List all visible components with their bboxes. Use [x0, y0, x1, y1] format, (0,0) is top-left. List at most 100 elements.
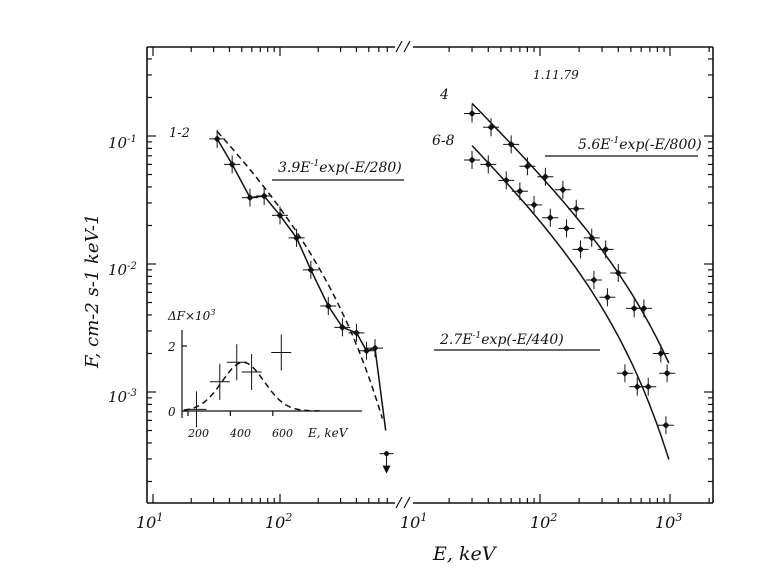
data-point — [348, 323, 365, 342]
plot-frame — [146, 40, 714, 509]
data-point — [659, 364, 676, 383]
data-point-marker — [516, 187, 524, 195]
fit-label-1-2: 3.9E-1exp(-E/280) — [272, 159, 404, 181]
data-point — [597, 240, 614, 259]
data-point-marker — [662, 421, 670, 429]
data-point — [241, 188, 258, 207]
data-point-marker — [502, 176, 510, 184]
data-point-marker — [363, 347, 371, 355]
data-point-marker — [590, 276, 598, 284]
axis-break-top — [395, 40, 411, 53]
inset-marks — [181, 330, 362, 428]
data-point — [583, 228, 600, 247]
series-label: 1-2 — [169, 126, 190, 141]
data-point — [558, 219, 575, 238]
data-point-marker — [559, 186, 567, 194]
data-point-marker — [293, 234, 301, 242]
data-point — [367, 339, 384, 358]
fit-curves — [216, 102, 670, 460]
upper-limit-point — [379, 451, 394, 474]
inset-x-tick-label: 600 — [272, 427, 293, 440]
data-point — [464, 150, 481, 169]
inset-y-tick-label: 0 — [168, 405, 176, 419]
series-label: 4 — [439, 87, 449, 103]
data-point-marker — [468, 109, 476, 117]
data-point — [519, 157, 536, 176]
data-point-marker — [228, 160, 236, 168]
data-point-marker — [352, 329, 360, 337]
data-point-marker — [603, 293, 611, 301]
fit-curve-6-8 — [471, 145, 670, 460]
data-point — [498, 171, 515, 190]
data-point-marker — [621, 369, 629, 377]
data-point — [224, 155, 241, 174]
data-point-marker — [577, 245, 585, 253]
svg-text:5.6E-1exp(-E/800): 5.6E-1exp(-E/800) — [578, 136, 702, 153]
data-point — [272, 206, 288, 225]
data-point — [334, 318, 351, 337]
data-point — [542, 208, 559, 227]
x-tick-label: 102 — [530, 511, 557, 532]
inset-data-point — [209, 363, 230, 400]
data-point — [483, 118, 500, 137]
data-point — [572, 240, 589, 259]
x-tick-label: 101 — [136, 511, 163, 532]
inset-x-tick-label: 400 — [229, 427, 251, 440]
data-point-marker — [633, 383, 641, 391]
data-point-marker — [530, 201, 538, 209]
inset: ΔF×103 E, keV 0 2 200 400 600 — [167, 308, 362, 440]
data-point-marker — [507, 140, 515, 148]
data-point-marker — [484, 160, 492, 168]
data-point-marker — [663, 369, 671, 377]
inset-x-tick-label: 200 — [187, 427, 209, 440]
data-point-marker — [371, 344, 379, 352]
inset-model-curve — [183, 361, 320, 412]
data-point — [503, 135, 520, 154]
data-point — [635, 299, 652, 318]
date-annotation: 1.11.79 — [533, 68, 579, 82]
axis-ticks — [147, 47, 713, 503]
data-point — [610, 264, 627, 283]
data-point — [568, 199, 585, 218]
data-point — [526, 195, 543, 214]
data-point-marker — [276, 211, 284, 219]
data-point-marker — [644, 383, 652, 391]
data-point — [209, 129, 226, 148]
data-point-marker — [602, 245, 610, 253]
data-point-marker — [324, 302, 332, 310]
data-point-marker — [260, 192, 268, 200]
data-point — [511, 182, 528, 201]
inset-data-point — [186, 391, 207, 428]
data-points — [209, 104, 676, 474]
fit-curve-1-2 — [216, 130, 384, 419]
inset-data-point — [226, 344, 247, 381]
data-point-marker — [468, 156, 476, 164]
data-point-marker — [523, 162, 531, 170]
svg-text:3.9E-1exp(-E/280): 3.9E-1exp(-E/280) — [278, 159, 402, 176]
data-point — [256, 186, 273, 205]
data-point-marker — [213, 135, 221, 143]
data-point-marker — [384, 451, 390, 457]
data-point — [537, 167, 554, 186]
x-tick-labels: 101 102 101 102 103 — [136, 511, 682, 532]
data-point-marker — [657, 349, 665, 357]
data-point — [599, 288, 616, 307]
inset-data-point — [241, 354, 262, 390]
x-tick-label: 101 — [400, 511, 427, 532]
data-point-marker — [307, 266, 315, 274]
y-tick-labels: 10-1 10-2 10-3 — [108, 134, 137, 406]
data-point-marker — [588, 234, 596, 242]
data-point-marker — [246, 194, 254, 202]
data-point — [616, 364, 633, 383]
svg-text:2.7E-1exp(-E/440): 2.7E-1exp(-E/440) — [439, 331, 564, 348]
inset-x-label: E, keV — [307, 426, 349, 440]
observed-line-1-2 — [216, 138, 387, 431]
y-axis-label: F, cm-2 s-1 keV-1 — [82, 214, 103, 369]
data-point — [320, 296, 337, 315]
inset-y-tick-label: 2 — [167, 340, 176, 354]
data-point — [480, 155, 497, 174]
fit-label-6-8: 2.7E-1exp(-E/440) — [434, 331, 600, 351]
y-tick-label: 10-3 — [108, 388, 137, 406]
fit-curve-4 — [471, 102, 670, 364]
data-point-marker — [338, 323, 346, 331]
